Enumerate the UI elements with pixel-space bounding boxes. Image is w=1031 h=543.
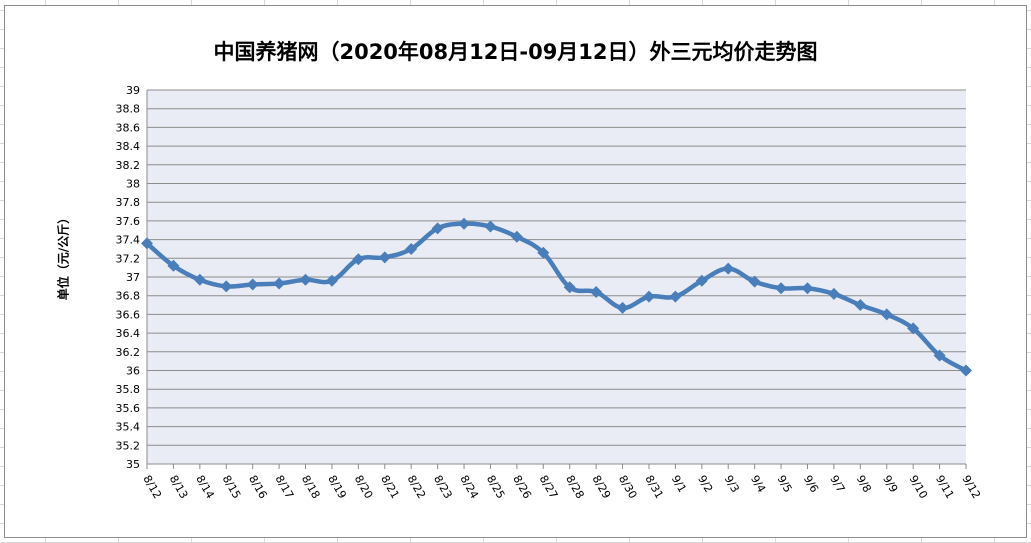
x-tick-label: 8/28 bbox=[563, 473, 587, 501]
diamond-marker-icon[interactable] bbox=[458, 217, 471, 230]
diamond-marker-icon[interactable] bbox=[510, 230, 523, 243]
diamond-marker-icon[interactable] bbox=[748, 275, 761, 288]
y-tick-label: 37.6 bbox=[116, 215, 141, 228]
diamond-marker-icon[interactable] bbox=[669, 290, 682, 303]
diamond-marker-icon[interactable] bbox=[537, 246, 550, 259]
diamond-marker-icon[interactable] bbox=[880, 308, 893, 321]
y-tick-label: 36.2 bbox=[116, 346, 141, 359]
diamond-marker-icon[interactable] bbox=[378, 251, 391, 264]
y-tick-label: 36.4 bbox=[116, 327, 141, 340]
y-tick-label: 38.6 bbox=[116, 121, 141, 134]
x-tick-label: 9/10 bbox=[907, 473, 931, 501]
x-tick-label: 8/27 bbox=[537, 473, 561, 501]
diamond-marker-icon[interactable] bbox=[616, 301, 629, 314]
y-tick-label: 35.6 bbox=[116, 402, 141, 415]
y-tick-label: 38 bbox=[126, 178, 140, 191]
diamond-marker-icon[interactable] bbox=[484, 220, 497, 233]
x-tick-label: 8/19 bbox=[325, 473, 349, 501]
x-tick-label: 9/2 bbox=[695, 473, 715, 495]
x-tick-label: 8/20 bbox=[352, 473, 376, 501]
diamond-marker-icon[interactable] bbox=[722, 262, 735, 275]
diamond-marker-icon[interactable] bbox=[167, 259, 180, 272]
y-tick-label: 38.8 bbox=[116, 103, 141, 116]
y-tick-label: 39 bbox=[126, 84, 140, 97]
diamond-marker-icon[interactable] bbox=[907, 322, 920, 335]
diamond-marker-icon[interactable] bbox=[220, 280, 233, 293]
x-tick-label: 9/5 bbox=[774, 473, 794, 495]
diamond-marker-icon[interactable] bbox=[325, 274, 338, 287]
x-tick-label: 8/14 bbox=[193, 473, 217, 501]
diamond-marker-icon[interactable] bbox=[590, 285, 603, 298]
x-tick-label: 8/25 bbox=[484, 473, 508, 501]
x-tick-label: 9/1 bbox=[669, 473, 689, 495]
x-tick-label: 9/8 bbox=[854, 473, 874, 495]
x-tick-label: 9/6 bbox=[801, 473, 821, 495]
diamond-marker-icon[interactable] bbox=[854, 299, 867, 312]
x-tick-label: 9/11 bbox=[933, 473, 957, 501]
diamond-marker-icon[interactable] bbox=[273, 277, 286, 290]
x-tick-label: 8/17 bbox=[272, 473, 296, 501]
diamond-marker-icon[interactable] bbox=[801, 282, 814, 295]
diamond-marker-icon[interactable] bbox=[141, 237, 153, 250]
diamond-marker-icon[interactable] bbox=[695, 274, 708, 287]
x-tick-label: 8/26 bbox=[510, 473, 534, 501]
y-tick-label: 37 bbox=[126, 271, 140, 284]
gridlines bbox=[146, 89, 966, 465]
chart-title: 中国养猪网（2020年08月12日-09月12日）外三元均价走势图 bbox=[213, 40, 818, 64]
x-tick-label: 8/13 bbox=[167, 473, 191, 501]
y-tick-label: 37.2 bbox=[116, 252, 141, 265]
diamond-marker-icon[interactable] bbox=[405, 242, 418, 255]
y-tick-label: 37.4 bbox=[116, 234, 141, 247]
x-tick-label: 8/29 bbox=[590, 473, 614, 501]
x-tick-label: 8/22 bbox=[405, 473, 429, 501]
x-axis-ticks: 8/12 8/13 8/14 8/15 8/16 8/17 8/18 8/19 8/20 8/21… bbox=[140, 464, 983, 501]
diamond-marker-icon[interactable] bbox=[431, 222, 444, 235]
y-tick-label: 35 bbox=[126, 458, 140, 471]
y-tick-label: 35.8 bbox=[116, 383, 141, 396]
x-tick-label: 9/3 bbox=[722, 473, 742, 495]
x-tick-label: 8/31 bbox=[642, 473, 666, 501]
x-tick-label: 8/18 bbox=[299, 473, 323, 501]
y-tick-label: 35.2 bbox=[116, 439, 141, 452]
diamond-marker-icon[interactable] bbox=[563, 281, 576, 294]
y-tick-label: 37.8 bbox=[116, 196, 141, 209]
x-tick-label: 8/23 bbox=[431, 473, 455, 501]
x-tick-label: 8/24 bbox=[457, 473, 481, 501]
diamond-marker-icon[interactable] bbox=[960, 364, 972, 377]
diamond-marker-icon[interactable] bbox=[827, 287, 840, 300]
x-tick-label: 9/4 bbox=[748, 473, 768, 495]
x-tick-label: 9/7 bbox=[827, 473, 847, 495]
y-axis-ticks: 35 35.2 35.4 35.6 35.8 36 36.2 36.4 36.6 36.8 37 37… bbox=[116, 84, 141, 471]
x-tick-label: 8/16 bbox=[246, 473, 270, 501]
y-tick-label: 36.8 bbox=[116, 290, 141, 303]
diamond-marker-icon[interactable] bbox=[642, 290, 655, 303]
diamond-marker-icon[interactable] bbox=[246, 278, 259, 291]
y-tick-label: 38.4 bbox=[116, 140, 141, 153]
y-tick-label: 36 bbox=[126, 365, 140, 378]
diamond-marker-icon[interactable] bbox=[193, 273, 206, 286]
x-tick-label: 8/12 bbox=[140, 473, 164, 501]
y-tick-label: 35.4 bbox=[116, 421, 141, 434]
x-tick-label: 8/30 bbox=[616, 473, 640, 501]
diamond-marker-icon[interactable] bbox=[933, 349, 946, 362]
diamond-marker-icon[interactable] bbox=[299, 273, 312, 286]
diamond-marker-icon[interactable] bbox=[775, 282, 788, 295]
x-tick-label: 8/21 bbox=[378, 473, 402, 501]
x-tick-label: 9/9 bbox=[880, 473, 900, 495]
y-tick-label: 36.6 bbox=[116, 308, 141, 321]
y-tick-label: 38.2 bbox=[116, 159, 141, 172]
diamond-marker-icon[interactable] bbox=[352, 253, 365, 266]
data-series bbox=[141, 217, 972, 377]
x-tick-label: 8/15 bbox=[220, 473, 244, 501]
x-tick-label: 9/12 bbox=[959, 473, 983, 501]
